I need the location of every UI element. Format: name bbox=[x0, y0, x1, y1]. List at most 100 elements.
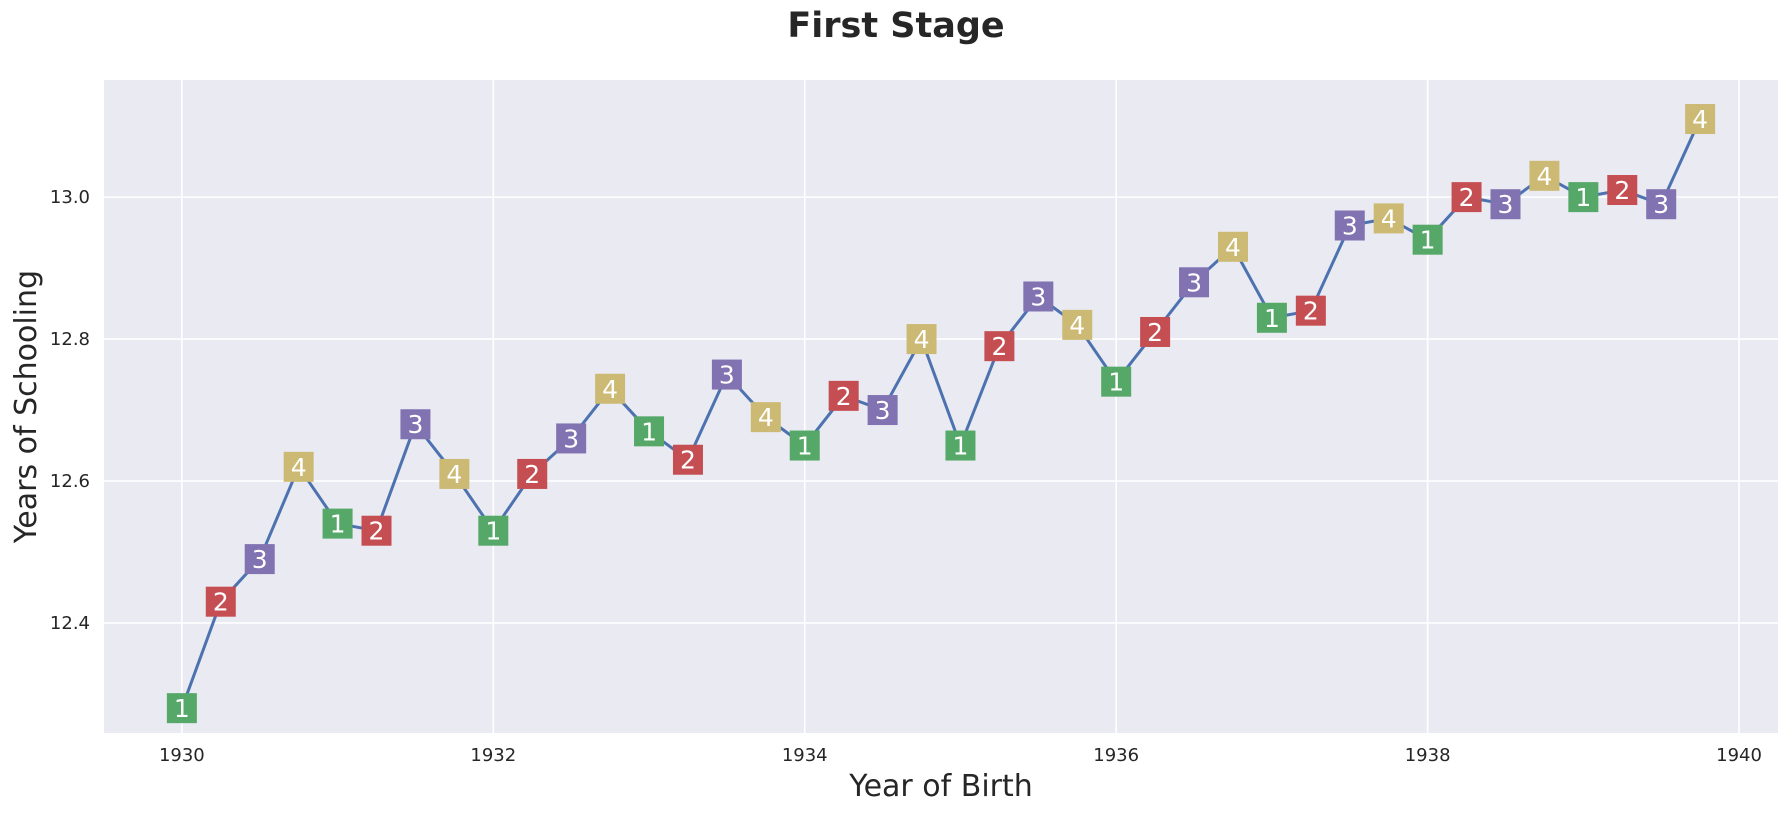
marker-box bbox=[478, 515, 509, 546]
quarter-marker: 2 bbox=[1295, 295, 1326, 326]
quarter-marker: 3 bbox=[1179, 267, 1210, 298]
marker-label: 3 bbox=[252, 545, 268, 574]
marker-label: 1 bbox=[174, 694, 190, 723]
quarter-marker: 3 bbox=[1023, 281, 1054, 312]
quarter-marker: 2 bbox=[984, 331, 1015, 362]
marker-box bbox=[1023, 281, 1054, 312]
marker-box bbox=[283, 451, 314, 482]
quarter-marker: 1 bbox=[1412, 224, 1443, 255]
quarter-marker: 1 bbox=[322, 508, 353, 539]
marker-box bbox=[828, 380, 859, 411]
quarter-marker: 2 bbox=[1451, 182, 1482, 213]
marker-label: 4 bbox=[1536, 162, 1552, 191]
quarter-marker: 1 bbox=[478, 515, 509, 546]
quarter-marker: 1 bbox=[166, 693, 197, 724]
marker-label: 3 bbox=[563, 424, 579, 453]
marker-label: 4 bbox=[914, 325, 930, 354]
marker-box bbox=[789, 430, 820, 461]
marker-box bbox=[711, 359, 742, 390]
x-axis-label: Year of Birth bbox=[848, 769, 1033, 804]
marker-box bbox=[361, 515, 392, 546]
marker-label: 4 bbox=[1381, 204, 1397, 233]
marker-label: 3 bbox=[1498, 190, 1514, 219]
marker-label: 2 bbox=[680, 446, 696, 475]
quarter-marker: 2 bbox=[1140, 316, 1171, 347]
marker-box bbox=[634, 416, 665, 447]
marker-label: 3 bbox=[407, 410, 423, 439]
marker-box bbox=[1295, 295, 1326, 326]
marker-box bbox=[1334, 210, 1365, 241]
quarter-marker: 2 bbox=[205, 586, 236, 617]
x-tick-labels: 1930 1932 1934 1936 1938 1940 bbox=[159, 745, 1762, 766]
quarter-marker: 1 bbox=[1256, 302, 1287, 333]
marker-label: 1 bbox=[1264, 304, 1280, 333]
quarter-marker: 4 bbox=[1062, 309, 1093, 340]
marker-label: 2 bbox=[1147, 318, 1163, 347]
marker-box bbox=[439, 458, 470, 489]
marker-label: 4 bbox=[291, 453, 307, 482]
marker-box bbox=[906, 324, 937, 355]
series-line bbox=[180, 118, 1702, 709]
x-tick-label: 1932 bbox=[470, 745, 516, 766]
quarter-marker: 1 bbox=[789, 430, 820, 461]
marker-box bbox=[556, 423, 587, 454]
quarter-marker: 3 bbox=[1334, 210, 1365, 241]
marker-label: 4 bbox=[446, 460, 462, 489]
marker-box bbox=[1140, 316, 1171, 347]
marker-box bbox=[1490, 189, 1521, 220]
marker-box bbox=[166, 693, 197, 724]
marker-box bbox=[1412, 224, 1443, 255]
marker-box bbox=[205, 586, 236, 617]
marker-label: 2 bbox=[213, 588, 229, 617]
y-tick-labels: 12.4 12.6 12.8 13.0 bbox=[50, 187, 90, 634]
marker-label: 4 bbox=[1692, 105, 1708, 134]
marker-box bbox=[1451, 182, 1482, 213]
quarter-marker: 4 bbox=[439, 458, 470, 489]
marker-box bbox=[984, 331, 1015, 362]
marker-label: 3 bbox=[1186, 268, 1202, 297]
marker-box bbox=[322, 508, 353, 539]
quarter-marker: 3 bbox=[867, 395, 898, 426]
marker-label: 2 bbox=[1459, 183, 1475, 212]
quarter-marker: 4 bbox=[1373, 203, 1404, 234]
quarter-marker: 2 bbox=[517, 458, 548, 489]
quarter-marker: 4 bbox=[283, 451, 314, 482]
marker-box bbox=[1179, 267, 1210, 298]
marker-label: 1 bbox=[953, 432, 969, 461]
marker-label: 4 bbox=[1069, 311, 1085, 340]
marker-box bbox=[1529, 160, 1560, 191]
marker-label: 3 bbox=[875, 396, 891, 425]
marker-box bbox=[1607, 175, 1638, 206]
marker-box bbox=[400, 409, 431, 440]
marker-box bbox=[1646, 189, 1677, 220]
marker-label: 1 bbox=[330, 510, 346, 539]
marker-box bbox=[595, 373, 626, 404]
quarter-marker: 2 bbox=[672, 444, 703, 475]
marker-box bbox=[1256, 302, 1287, 333]
y-tick-label: 13.0 bbox=[50, 187, 90, 208]
marker-label: 2 bbox=[369, 517, 385, 546]
marker-label: 1 bbox=[1575, 183, 1591, 212]
chart-title: First Stage bbox=[787, 6, 1005, 46]
quarter-marker: 3 bbox=[711, 359, 742, 390]
marker-box bbox=[1217, 231, 1248, 262]
y-axis-label: Years of Schooling bbox=[9, 270, 44, 544]
plot-area bbox=[104, 80, 1778, 733]
quarter-marker: 4 bbox=[1685, 104, 1716, 135]
quarter-marker: 1 bbox=[1101, 366, 1132, 397]
quarter-marker: 1 bbox=[1568, 182, 1599, 213]
marker-box bbox=[244, 544, 275, 575]
marker-label: 2 bbox=[991, 332, 1007, 361]
x-tick-label: 1936 bbox=[1093, 745, 1139, 766]
marker-label: 4 bbox=[1225, 233, 1241, 262]
x-tick-label: 1934 bbox=[782, 745, 828, 766]
marker-label: 3 bbox=[1030, 282, 1046, 311]
marker-box bbox=[1101, 366, 1132, 397]
quarter-marker: 1 bbox=[945, 430, 976, 461]
quarter-marker: 4 bbox=[595, 373, 626, 404]
quarter-marker: 4 bbox=[906, 324, 937, 355]
marker-label: 1 bbox=[641, 417, 657, 446]
quarter-marker: 4 bbox=[1217, 231, 1248, 262]
